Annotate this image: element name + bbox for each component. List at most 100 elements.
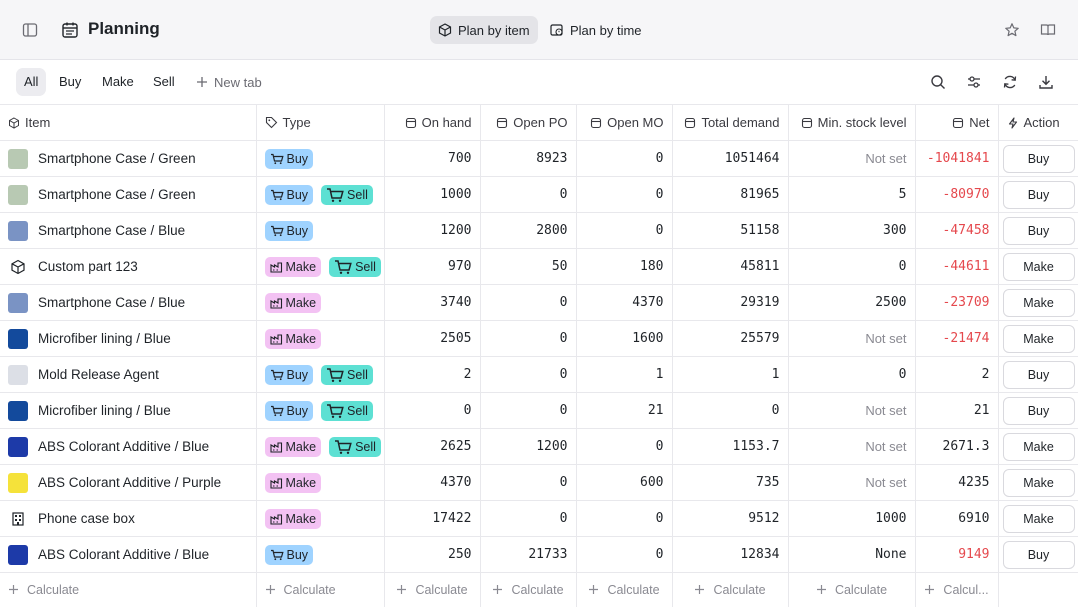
item-name: Smartphone Case / Green [38,151,196,166]
item-name: ABS Colorant Additive / Purple [38,475,222,490]
type-cell: Buy Sell [256,356,385,393]
column-header-open-mo[interactable]: Open MO [576,104,673,141]
calculate-cell[interactable]: Calculate [672,572,789,607]
table-row[interactable]: Smartphone Case / Green Buy Sell 1000 0 0 8196… [0,176,1078,213]
make-action-button[interactable]: Make [1002,324,1075,353]
table-row[interactable]: Smartphone Case / Green Buy 700 8923 0 105146… [0,140,1078,177]
total-demand-cell: 45811 [672,248,789,285]
item-cell[interactable]: Phone case box [0,500,257,537]
sell-badge: Sell [321,184,373,205]
make-action-button[interactable]: Make [1002,288,1075,317]
table-row[interactable]: Microfiber lining / Blue Buy Sell 0 0 21 0 Not … [0,392,1078,429]
buy-action-button[interactable]: Buy [1002,396,1075,425]
view-plan-by-time[interactable]: Plan by time [542,16,650,44]
buy-action-button[interactable]: Buy [1002,216,1075,245]
badge-label: Make [285,295,317,310]
table-row[interactable]: Mold Release Agent Buy Sell 2 0 1 1 0 2 Buy [0,356,1078,393]
buy-action-button[interactable]: Buy [1002,540,1075,569]
total-demand-cell: 81965 [672,176,789,213]
column-header-total-demand[interactable]: Total demand [672,104,789,141]
item-thumbnail [8,184,28,205]
item-cell[interactable]: Smartphone Case / Blue [0,212,257,249]
table-row[interactable]: ABS Colorant Additive / Blue Make Sell 2625… [0,428,1078,465]
tab-buy[interactable]: Buy [59,74,82,89]
item-cell[interactable]: Microfiber lining / Blue [0,392,257,429]
sidebar-toggle-icon[interactable] [20,20,40,40]
calculate-cell[interactable]: Calculate [788,572,916,607]
table-row[interactable]: ABS Colorant Additive / Purple Make 4370 0 6… [0,464,1078,501]
column-header-open-po[interactable]: Open PO [480,104,577,141]
column-header-action[interactable]: Action [998,104,1078,141]
column-header-item[interactable]: Item [0,104,257,141]
net-cell: 6910 [915,500,999,537]
column-header-min-stock-level[interactable]: Min. stock level [788,104,916,141]
calculate-cell[interactable]: Calculate [480,572,577,607]
calculate-row: Calculate Calculate Calculate Calculate Calc… [0,572,1078,607]
table-row[interactable]: Phone case box Make 17422 0 0 9512 1000 6910 Mak… [0,500,1078,537]
item-cell[interactable]: ABS Colorant Additive / Blue [0,428,257,465]
make-action-button[interactable]: Make [1002,252,1075,281]
book-icon[interactable] [1038,20,1058,40]
plus-icon [197,77,207,87]
cart-icon [326,187,344,203]
make-badge: Make [264,436,322,457]
calculate-cell[interactable]: Calculate [576,572,673,607]
table-row[interactable]: Microfiber lining / Blue Make 2505 0 1600 255… [0,320,1078,357]
table-row[interactable]: Smartphone Case / Blue Buy 1200 2800 0 51158 3… [0,212,1078,249]
total-demand-cell: 51158 [672,212,789,249]
item-cell[interactable]: Smartphone Case / Blue [0,284,257,321]
make-action-button[interactable]: Make [1002,504,1075,533]
badge-label: Sell [347,367,368,382]
filter-sliders-icon[interactable] [964,72,984,92]
plus-icon [924,584,935,595]
calculate-cell[interactable]: Calcul... [915,572,999,607]
tab-sell[interactable]: Sell [153,74,175,89]
tab-all[interactable]: All [16,68,47,96]
calculate-cell[interactable]: Calculate [384,572,481,607]
star-icon[interactable] [1002,20,1022,40]
field-icon [801,117,813,129]
table-row[interactable]: Custom part 123 Make Sell 970 50 180 45811 0 -44… [0,248,1078,285]
plus-icon [588,584,599,595]
item-cell[interactable]: ABS Colorant Additive / Purple [0,464,257,501]
calculate-cell[interactable]: Calculate [0,572,257,607]
make-badge: Make [264,508,322,529]
buy-action-button[interactable]: Buy [1002,360,1075,389]
buy-action-button[interactable]: Buy [1002,144,1075,173]
min-stock-cell: 2500 [788,284,916,321]
make-action-button[interactable]: Make [1002,468,1075,497]
item-thumbnail [8,292,28,313]
action-cell: Buy [998,392,1078,429]
buy-action-button[interactable]: Buy [1002,180,1075,209]
item-cell[interactable]: Microfiber lining / Blue [0,320,257,357]
item-cell[interactable]: ABS Colorant Additive / Blue [0,536,257,573]
column-header-on-hand[interactable]: On hand [384,104,481,141]
item-cell[interactable]: Mold Release Agent [0,356,257,393]
open-po-cell: 0 [480,176,577,213]
on-hand-cell: 0 [384,392,481,429]
column-header-type[interactable]: Type [256,104,385,141]
column-label: On hand [421,115,472,130]
download-icon[interactable] [1036,72,1056,92]
search-icon[interactable] [928,72,948,92]
badge-label: Buy [286,223,309,238]
new-tab-button[interactable]: New tab [196,68,262,96]
calculate-cell[interactable]: Calculate [256,572,385,607]
item-thumbnail [8,544,28,565]
cart-icon [270,549,284,561]
table-row[interactable]: ABS Colorant Additive / Blue Buy 250 21733 0… [0,536,1078,573]
column-header-net[interactable]: Net [915,104,999,141]
open-mo-cell: 0 [576,212,673,249]
tab-bar: All Buy Make Sell New tab [0,60,1078,104]
item-cell[interactable]: Smartphone Case / Green [0,176,257,213]
make-action-button[interactable]: Make [1002,432,1075,461]
tab-make[interactable]: Make [102,74,134,89]
item-cell[interactable]: Custom part 123 [0,248,257,285]
refresh-icon[interactable] [1000,72,1020,92]
view-plan-by-item[interactable]: Plan by item [430,16,538,44]
table-row[interactable]: Smartphone Case / Blue Make 3740 0 4370 29319… [0,284,1078,321]
badge-label: Buy [286,403,309,418]
item-cell[interactable]: Smartphone Case / Green [0,140,257,177]
item-thumbnail [8,364,28,385]
type-cell: Buy Sell [256,176,385,213]
